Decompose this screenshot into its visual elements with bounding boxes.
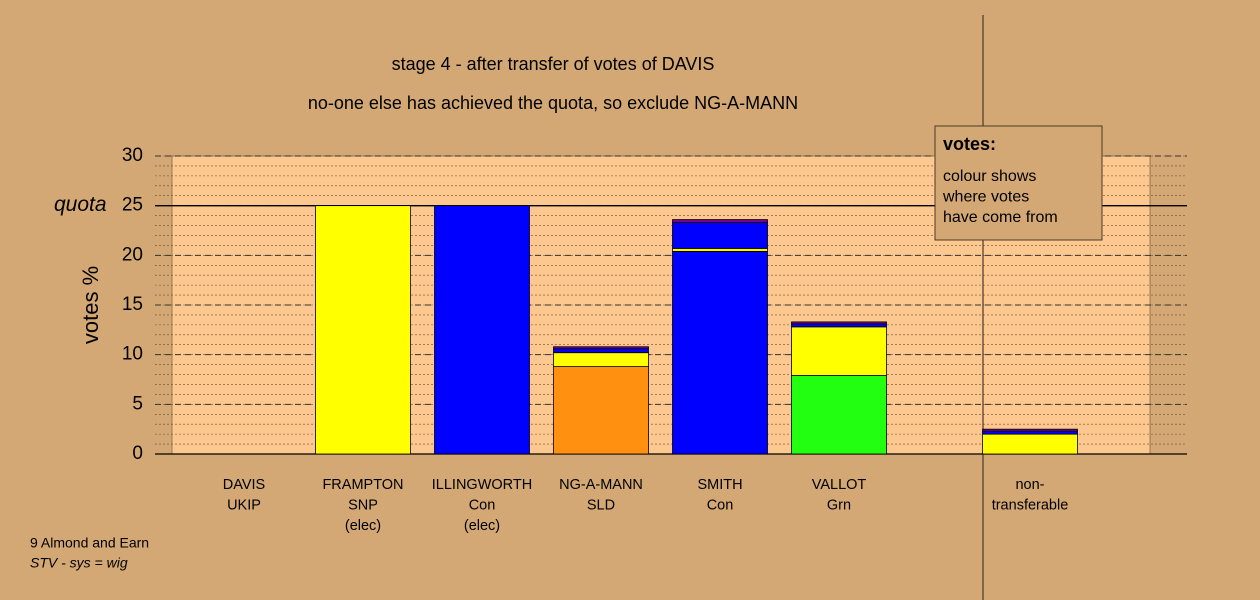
y-axis-label: votes %	[78, 266, 103, 344]
x-tick-label: VALLOT	[812, 477, 867, 493]
bar-segment	[791, 321, 887, 325]
bar-segment	[982, 428, 1078, 432]
x-tick-label: Grn	[827, 497, 851, 513]
legend-text: where votes	[942, 189, 1029, 206]
bar-segment	[672, 222, 768, 249]
bar-segment	[553, 346, 649, 350]
legend-text: have come from	[943, 209, 1058, 226]
legend-text: colour shows	[943, 168, 1036, 185]
y-tick-label: 20	[122, 244, 143, 265]
chart-title: stage 4 - after transfer of votes of DAV…	[392, 54, 715, 74]
x-tick-label: FRAMPTON	[322, 477, 403, 493]
legend-box	[934, 125, 1103, 241]
x-tick-label: SLD	[587, 497, 615, 513]
bar-segment	[553, 366, 649, 455]
x-tick-label: (elec)	[464, 518, 500, 534]
bar-segment	[553, 348, 649, 354]
x-tick-label: NG-A-MANN	[559, 477, 643, 493]
footer: STV - sys = wig	[30, 555, 128, 571]
x-tick-label: Con	[707, 497, 734, 513]
x-tick-label: non-	[1015, 477, 1044, 493]
chart-subtitle: no-one else has achieved the quota, so e…	[308, 93, 798, 113]
x-tick-label: ILLINGWORTH	[432, 477, 532, 493]
bar-segment	[982, 430, 1078, 435]
y-tick-label: 10	[122, 344, 143, 365]
y-tick-label: 15	[122, 294, 143, 315]
bar-segment	[982, 433, 1078, 455]
bar-segment	[791, 375, 887, 455]
x-tick-label: (elec)	[345, 518, 381, 534]
bar-segment	[434, 205, 530, 455]
bar-segment	[672, 219, 768, 223]
legend-title: votes:	[943, 134, 996, 154]
x-tick-label: SNP	[348, 497, 378, 513]
bar-segment	[553, 352, 649, 367]
y-tick-label: 5	[132, 393, 143, 414]
x-tick-label: DAVIS	[223, 477, 265, 493]
y-tick-label: 30	[122, 145, 143, 166]
bar-segment	[791, 323, 887, 328]
x-tick-label: SMITH	[697, 477, 742, 493]
x-tick-label: UKIP	[227, 497, 261, 513]
x-tick-label: transferable	[992, 497, 1069, 513]
footer: 9 Almond and Earn	[30, 535, 149, 551]
quota-label: quota	[54, 193, 107, 216]
y-tick-label: 0	[132, 443, 143, 464]
bar-segment	[672, 250, 768, 455]
y-tick-label: 25	[122, 195, 143, 216]
bar-segment	[672, 247, 768, 252]
bar-segment	[791, 326, 887, 376]
bar-segment	[315, 205, 411, 455]
x-tick-label: Con	[469, 497, 496, 513]
